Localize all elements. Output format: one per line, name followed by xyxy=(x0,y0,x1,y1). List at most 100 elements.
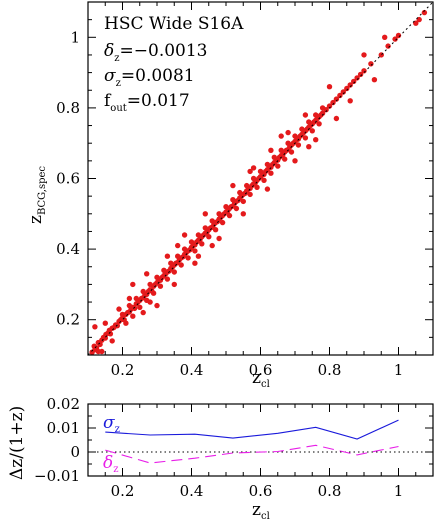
y-tick-label: −0.01 xyxy=(34,467,80,485)
one-to-one-line xyxy=(87,1,434,356)
scatter-point xyxy=(126,295,133,302)
scatter-point xyxy=(209,218,215,224)
scatter-point xyxy=(285,140,291,146)
scatter-point xyxy=(264,186,271,192)
scatter-point xyxy=(421,9,428,16)
scatter-point xyxy=(95,348,102,355)
x-tick-label: 1 xyxy=(394,361,404,379)
scatter-point xyxy=(271,154,277,160)
scatter-point xyxy=(147,299,153,305)
scatter-point xyxy=(209,242,215,249)
scatter-point xyxy=(299,126,305,132)
delta-z-label: δz xyxy=(103,453,119,475)
scatter-point xyxy=(261,177,267,183)
scatter-point xyxy=(319,110,326,116)
annotation-sigma: σz=0.0081 xyxy=(104,66,195,89)
main-x-axis-label: zcl xyxy=(252,368,270,390)
scatter-point xyxy=(326,84,333,90)
scatter-point xyxy=(295,142,302,148)
scatter-point xyxy=(202,225,208,231)
x-tick-label: 0.4 xyxy=(180,361,204,379)
scatter-point xyxy=(116,306,122,312)
scatter-point xyxy=(351,78,357,85)
y-tick-label: 0.2 xyxy=(56,311,80,329)
scatter-point xyxy=(313,137,319,143)
scatter-point xyxy=(131,305,138,312)
residual-x-axis-label: zcl xyxy=(252,500,270,522)
scatter-point xyxy=(385,43,391,49)
x-tick-label: 0.2 xyxy=(111,482,135,500)
scatter-point xyxy=(154,274,160,280)
scatter-point xyxy=(278,147,284,153)
scatter-point xyxy=(178,262,184,268)
y-tick-label: 0.01 xyxy=(47,419,80,437)
scatter-point xyxy=(361,52,367,58)
scatter-point xyxy=(119,311,126,318)
scatter-point xyxy=(368,61,374,67)
scatter-point xyxy=(292,158,298,164)
x-tick-label: 1 xyxy=(394,482,404,500)
scatter-point xyxy=(164,253,171,259)
scatter-point xyxy=(313,112,319,118)
scatter-point xyxy=(240,211,246,217)
annotation-delta: δz=−0.0013 xyxy=(104,41,208,64)
scatter-point xyxy=(413,20,419,26)
scatter-point xyxy=(202,211,208,217)
scatter-point xyxy=(216,235,222,242)
scatter-point xyxy=(226,212,233,219)
scatter-point xyxy=(268,147,274,153)
scatter-point xyxy=(237,189,243,196)
scatter-point xyxy=(330,99,336,106)
scatter-point xyxy=(354,75,360,81)
scatter-point xyxy=(185,255,191,261)
scatter-point xyxy=(361,68,367,74)
scatter-point xyxy=(306,144,312,150)
scatter-point xyxy=(199,241,205,247)
x-tick-label: 0.6 xyxy=(249,482,273,500)
scatter-point xyxy=(416,16,422,23)
scatter-point xyxy=(130,313,136,319)
scatter-point xyxy=(250,165,257,171)
scatter-point xyxy=(337,92,343,99)
y-tick-label: 0.6 xyxy=(56,170,80,188)
x-tick-label: 0.8 xyxy=(318,482,342,500)
x-tick-label: 0.4 xyxy=(180,482,204,500)
scatter-point xyxy=(288,149,295,155)
scatter-point xyxy=(240,198,246,205)
scatter-point xyxy=(278,133,284,139)
scatter-point xyxy=(157,283,164,289)
scatter-point xyxy=(216,211,222,217)
scatter-point xyxy=(306,119,312,125)
scatter-point xyxy=(371,77,378,83)
scatter-point xyxy=(316,121,322,127)
scatter-point xyxy=(126,302,133,309)
y-tick-label: 0.02 xyxy=(47,395,80,413)
scatter-point xyxy=(309,128,315,134)
scatter-point xyxy=(292,133,298,139)
scatter-point xyxy=(171,269,177,275)
residual-y-axis-label: Δz/(1+z) xyxy=(7,406,27,480)
scatter-point xyxy=(212,227,219,233)
scatter-point xyxy=(333,96,340,102)
scatter-point xyxy=(223,204,229,210)
x-tick-label: 0.8 xyxy=(318,361,342,379)
y-tick-label: 1 xyxy=(70,28,80,46)
scatter-point xyxy=(247,191,253,198)
scatter-point xyxy=(244,182,250,189)
scatter-point xyxy=(140,288,146,295)
x-tick-label: 0.6 xyxy=(249,361,273,379)
residual-x-ticks: 0.2 0.4 0.6 0.8 1 xyxy=(104,404,417,500)
scatter-point xyxy=(382,34,388,40)
scatter-point xyxy=(195,232,202,238)
delta-z-line xyxy=(105,444,399,464)
scatter-point xyxy=(302,135,309,141)
scatter-point xyxy=(219,219,226,226)
main-panel: 0.2 0.4 0.6 0.8 1 0.2 0.4 0.6 0.8 1 HSC Wide S16… xyxy=(26,1,434,390)
scatter-point xyxy=(247,168,253,175)
scatter-point xyxy=(230,197,236,203)
scatter-point xyxy=(102,320,109,326)
scatter-point xyxy=(168,260,174,266)
annotation-survey: HSC Wide S16A xyxy=(104,14,244,34)
scatter-point xyxy=(188,239,195,245)
